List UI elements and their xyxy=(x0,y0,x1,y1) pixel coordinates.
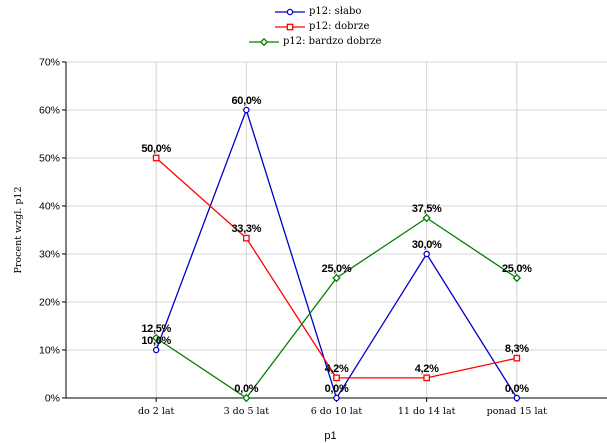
legend-swatch-dobrze xyxy=(275,23,305,30)
y-tick-label: 30% xyxy=(39,249,60,261)
y-tick-label: 70% xyxy=(39,57,60,69)
data-label: 4,2% xyxy=(415,363,439,375)
data-label: 60,0% xyxy=(231,95,261,107)
y-tick-label: 40% xyxy=(39,201,60,213)
x-tick-label: 6 do 10 lat xyxy=(311,406,363,417)
data-point-2 xyxy=(512,273,522,283)
x-axis-title: p1 xyxy=(324,430,336,442)
data-label: 33,3% xyxy=(231,223,261,235)
data-point-1 xyxy=(242,234,250,242)
data-label: 10,0% xyxy=(141,335,171,347)
legend-label-bardzo-dobrze: p12: bardzo dobrze xyxy=(283,36,382,47)
data-point-2 xyxy=(242,393,251,403)
data-label: 25,0% xyxy=(502,263,532,275)
data-point-0 xyxy=(423,250,430,258)
data-point-1 xyxy=(513,354,521,362)
y-tick-label: 60% xyxy=(39,105,60,117)
y-tick-label: 10% xyxy=(39,345,60,357)
legend-item-bardzo-dobrze: p12: bardzo dobrze xyxy=(249,34,381,49)
y-tick-label: 20% xyxy=(39,297,60,309)
x-tick-label: do 2 lat xyxy=(138,406,175,417)
legend-label-dobrze: p12: dobrze xyxy=(309,21,370,32)
data-label: 37,5% xyxy=(412,203,442,215)
legend: p12: słabo p12: dobrze p12: bardzo dobrz… xyxy=(249,4,381,49)
data-point-1 xyxy=(152,154,160,162)
data-point-0 xyxy=(513,394,521,402)
data-label: 8,3% xyxy=(505,343,529,355)
data-point-0 xyxy=(152,346,160,354)
data-point-1 xyxy=(333,374,340,382)
legend-item-dobrze: p12: dobrze xyxy=(275,19,381,34)
x-tick-label: ponad 15 lat xyxy=(487,406,547,417)
legend-swatch-slabo xyxy=(275,8,305,15)
data-label: 25,0% xyxy=(322,263,352,275)
data-point-2 xyxy=(422,213,431,223)
y-axis-title: Procent wzgl. p12 xyxy=(13,186,24,273)
data-label: 30,0% xyxy=(412,239,442,251)
data-label: 0,0% xyxy=(234,383,258,395)
data-point-0 xyxy=(243,106,250,114)
y-tick-label: 0% xyxy=(45,393,60,405)
data-label: 12,5% xyxy=(141,323,171,335)
data-label: 4,2% xyxy=(325,363,349,375)
data-label: 0,0% xyxy=(325,383,349,395)
data-label: 50,0% xyxy=(141,143,171,155)
x-tick-label: 3 do 5 lat xyxy=(224,406,270,417)
legend-label-slabo: p12: słabo xyxy=(309,6,362,17)
x-tick-label: 11 do 14 lat xyxy=(398,406,456,417)
legend-item-slabo: p12: słabo xyxy=(275,4,381,19)
data-label: 0,0% xyxy=(505,383,529,395)
data-point-2 xyxy=(151,333,161,343)
data-point-2 xyxy=(332,273,341,283)
legend-swatch-bardzo-dobrze xyxy=(249,37,279,46)
y-tick-label: 50% xyxy=(39,153,60,165)
data-point-0 xyxy=(333,394,340,402)
data-point-1 xyxy=(423,374,431,382)
